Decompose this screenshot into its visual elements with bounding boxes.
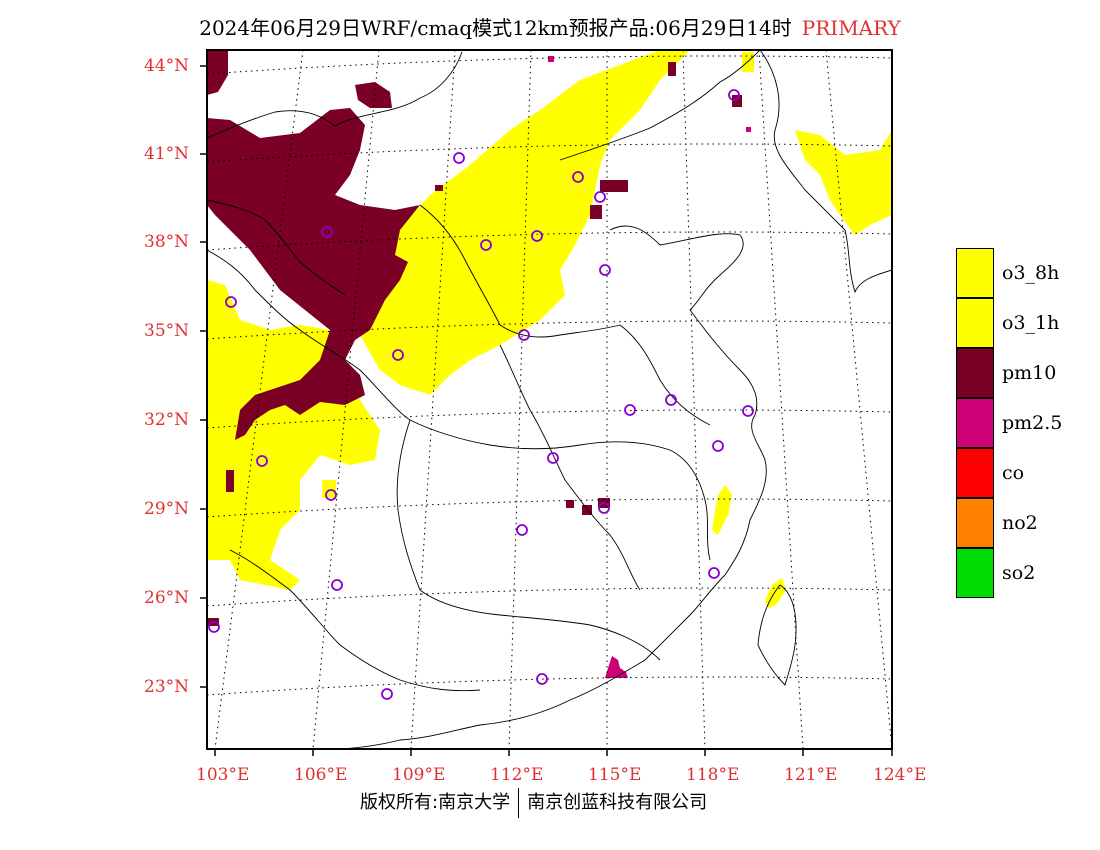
station-marker [331, 579, 343, 591]
border-north [207, 51, 463, 139]
legend-swatch [956, 448, 994, 498]
map-title: 2024年06月29日WRF/cmaq模式12km预报产品:06月29日14时 P… [0, 12, 1100, 41]
lon-label: 124°E [873, 765, 927, 785]
legend-swatch [956, 398, 994, 448]
station-marker [516, 524, 528, 536]
station-marker [708, 567, 720, 579]
lat-label: 23°N [144, 677, 190, 697]
lon-label: 109°E [392, 765, 446, 785]
graticule [207, 50, 892, 749]
station-marker [225, 296, 237, 308]
lon-label: 118°E [686, 765, 740, 785]
legend-label: co [1002, 462, 1025, 484]
station-marker [392, 349, 404, 361]
title-text: 2024年06月29日WRF/cmaq模式12km预报产品:06月29日14时 [199, 16, 792, 40]
lat-label: 41°N [144, 144, 190, 164]
legend-label: no2 [1002, 512, 1038, 534]
station-marker [453, 152, 465, 164]
taiwan [757, 584, 797, 686]
station-marker [665, 394, 677, 406]
legend-label: o3_1h [1002, 312, 1060, 334]
lat-label: 32°N [144, 410, 190, 430]
copyright-footer: 版权所有:南京大学 南京创蓝科技有限公司 [360, 788, 707, 818]
legend-swatch [956, 498, 994, 548]
station-marker [599, 264, 611, 276]
station-marker [381, 688, 393, 700]
station-marker [321, 226, 333, 238]
station-marker [518, 329, 530, 341]
primary-tag: PRIMARY [801, 16, 901, 40]
legend-label: pm10 [1002, 362, 1057, 384]
lon-label: 121°E [784, 765, 838, 785]
station-marker [325, 489, 337, 501]
legend-swatch [956, 548, 994, 598]
province-line-1 [207, 249, 711, 561]
station-marker [572, 171, 584, 183]
province-line-5 [419, 204, 621, 338]
station-marker [536, 673, 548, 685]
station-marker [742, 405, 754, 417]
footer-left: 版权所有:南京大学 [360, 792, 511, 813]
station-marker [547, 452, 559, 464]
legend-swatch [956, 298, 994, 348]
province-line-3 [229, 549, 481, 692]
footer-separator [518, 788, 520, 818]
station-marker [598, 502, 610, 514]
station-marker [624, 404, 636, 416]
station-marker [712, 440, 724, 452]
legend-swatch [956, 248, 994, 298]
lon-label: 112°E [490, 765, 544, 785]
province-line-7 [207, 199, 346, 296]
legend-label: pm2.5 [1002, 412, 1063, 434]
coastline [339, 225, 767, 749]
lon-label: 103°E [196, 765, 250, 785]
longitude-gridline [758, 50, 804, 749]
legend-label: so2 [1002, 562, 1036, 584]
legend-swatch [956, 348, 994, 398]
province-line-4 [499, 344, 641, 591]
boundaries [207, 50, 892, 749]
station-marker [531, 230, 543, 242]
province-line-2 [396, 419, 661, 661]
province-line-6 [619, 324, 711, 426]
station-marker [208, 621, 220, 633]
pm25-area [548, 56, 751, 678]
footer-right: 南京创蓝科技有限公司 [527, 792, 708, 813]
station-marker [256, 455, 268, 467]
lat-label: 44°N [144, 56, 190, 76]
map-frame [206, 49, 893, 750]
lat-label: 26°N [144, 588, 190, 608]
lat-label: 38°N [144, 232, 190, 252]
longitude-gridline [682, 50, 706, 749]
border-northeast [559, 50, 761, 161]
lon-label: 115°E [588, 765, 642, 785]
station-marker [480, 239, 492, 251]
longitude-gridline [410, 50, 456, 749]
lat-label: 29°N [144, 499, 190, 519]
axis-ticks [200, 65, 893, 756]
longitude-gridline [508, 50, 532, 749]
lat-label: 35°N [144, 321, 190, 341]
lon-label: 106°E [294, 765, 348, 785]
station-markers [208, 89, 754, 700]
station-marker [728, 89, 740, 101]
station-marker [594, 191, 606, 203]
border-east [759, 50, 892, 294]
longitude-gridline [214, 50, 304, 749]
legend-label: o3_8h [1002, 262, 1060, 284]
